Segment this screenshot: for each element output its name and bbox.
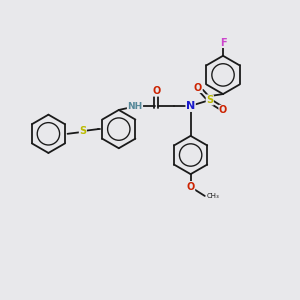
Text: O: O bbox=[194, 82, 202, 93]
Text: O: O bbox=[152, 86, 160, 96]
Text: F: F bbox=[220, 38, 226, 47]
Text: S: S bbox=[206, 95, 213, 105]
Text: S: S bbox=[79, 126, 86, 136]
Text: O: O bbox=[187, 182, 195, 191]
Text: NH: NH bbox=[128, 102, 142, 111]
Text: N: N bbox=[186, 101, 195, 111]
Text: O: O bbox=[219, 105, 227, 115]
Text: CH₃: CH₃ bbox=[206, 193, 219, 199]
